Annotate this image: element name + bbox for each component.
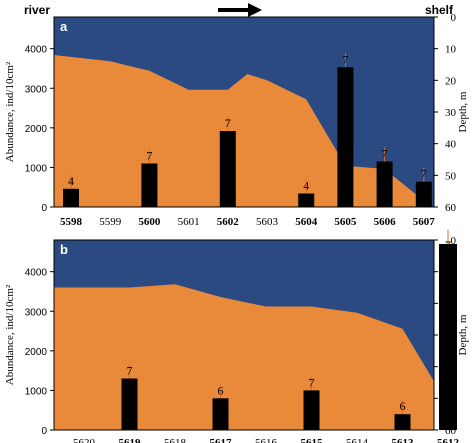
panel-b: 7 6 7 6 7 b 0 1000 2000 3000 4000 0 10 20 30 40 50 60 Abun… — [4, 229, 469, 443]
bar-5600 — [141, 163, 158, 207]
y-tick-label: 0 — [41, 203, 47, 214]
x-tick-label-5617: 5617 — [210, 437, 233, 443]
bar-5615 — [303, 390, 320, 430]
bar-count-label: 7 — [127, 364, 133, 378]
y-tick-label: 1000 — [25, 163, 48, 174]
x-tick-label-5600: 5600 — [138, 216, 161, 228]
y2-tick-label: 30 — [445, 330, 457, 342]
y2-tick-label: 60 — [445, 202, 457, 214]
x-tick-label-5603: 5603 — [256, 216, 279, 228]
x-tick-label-5599: 5599 — [99, 216, 122, 228]
bar-5607 — [415, 181, 432, 207]
y-tick-label: 4000 — [25, 268, 48, 279]
x-tick-label-5598: 5598 — [60, 216, 83, 228]
bar-count-label: 6 — [218, 383, 224, 397]
bar-count-label: 4 — [303, 179, 309, 193]
panel-a: 4 7 7 4 7 7 7 a 0 1000 2000 3000 4000 0 10 20 30 40 50 60 Ab… — [4, 12, 469, 228]
y-tick-label: 0 — [41, 426, 47, 437]
y2-tick-label: 10 — [445, 267, 457, 279]
y2-tick-label: 30 — [445, 107, 457, 119]
y2-tick-label: 10 — [445, 44, 457, 56]
bar-count-label: 7 — [421, 167, 427, 181]
y-axis-label: Abundance, ind/10cm² — [4, 284, 16, 385]
bar-count-label: 6 — [400, 399, 406, 413]
direction-arrow-icon — [218, 3, 262, 17]
x-tick-label-5615: 5615 — [301, 437, 324, 443]
y2-tick-label: 0 — [451, 12, 457, 24]
x-tick-label-5606: 5606 — [374, 216, 397, 228]
depth-profile-area — [54, 284, 434, 430]
y2-tick-label: 0 — [451, 235, 457, 247]
bar-5604 — [298, 193, 315, 207]
bar-5606 — [376, 161, 393, 207]
y2-tick-label: 40 — [445, 139, 457, 151]
y-axis-label: Abundance, ind/10cm² — [4, 61, 16, 162]
panel-label: b — [60, 242, 68, 257]
bar-5617 — [212, 398, 229, 430]
y-tick-label: 2000 — [25, 347, 48, 358]
x-tick-label-5612: 5612 — [437, 437, 460, 443]
y2-tick-label: 20 — [445, 298, 457, 310]
x-tick-label-5601: 5601 — [178, 216, 200, 228]
y2-tick-label: 50 — [445, 170, 457, 182]
x-tick-label-5618: 5618 — [164, 437, 187, 443]
bar-5619 — [121, 378, 138, 430]
y2-axis-label: Depth, m — [457, 314, 469, 355]
x-tick-label-5619: 5619 — [119, 437, 142, 443]
y2-tick-label: 50 — [445, 393, 457, 405]
x-tick-label-5620: 5620 — [73, 437, 96, 443]
bar-5605 — [337, 67, 354, 207]
y-tick-label: 3000 — [25, 84, 48, 95]
bar-5602 — [219, 131, 236, 207]
bar-5612 — [439, 244, 457, 430]
bar-count-label: 7 — [309, 375, 315, 389]
y-tick-label: 2000 — [25, 124, 48, 135]
bar-count-label: 4 — [68, 174, 74, 188]
shelf-label: shelf — [425, 3, 454, 17]
y-tick-label: 1000 — [25, 386, 48, 397]
x-tick-label-5604: 5604 — [295, 216, 318, 228]
bar-count-label: 7 — [146, 148, 152, 162]
x-tick-label-5613: 5613 — [392, 437, 415, 443]
bar-count-label: 7 — [342, 52, 348, 66]
river-label: river — [24, 3, 50, 17]
panel-label: a — [60, 19, 68, 34]
x-tick-label-5614: 5614 — [346, 437, 369, 443]
y-tick-label: 4000 — [25, 45, 48, 56]
x-tick-label-5616: 5616 — [255, 437, 278, 443]
bar-5598 — [63, 188, 79, 207]
y-tick-label: 3000 — [25, 307, 48, 318]
x-tick-label-5605: 5605 — [334, 216, 357, 228]
y2-axis-label: Depth, m — [457, 91, 469, 132]
y2-tick-label: 60 — [445, 425, 457, 437]
bar-count-label: 7 — [445, 238, 451, 252]
y2-tick-label: 20 — [445, 75, 457, 87]
x-tick-label-5607: 5607 — [413, 216, 436, 228]
bar-count-label: 7 — [382, 146, 388, 160]
x-tick-label-5602: 5602 — [217, 216, 240, 228]
y2-tick-label: 40 — [445, 362, 457, 374]
bar-5613 — [394, 414, 411, 430]
bar-count-label: 7 — [225, 116, 231, 130]
